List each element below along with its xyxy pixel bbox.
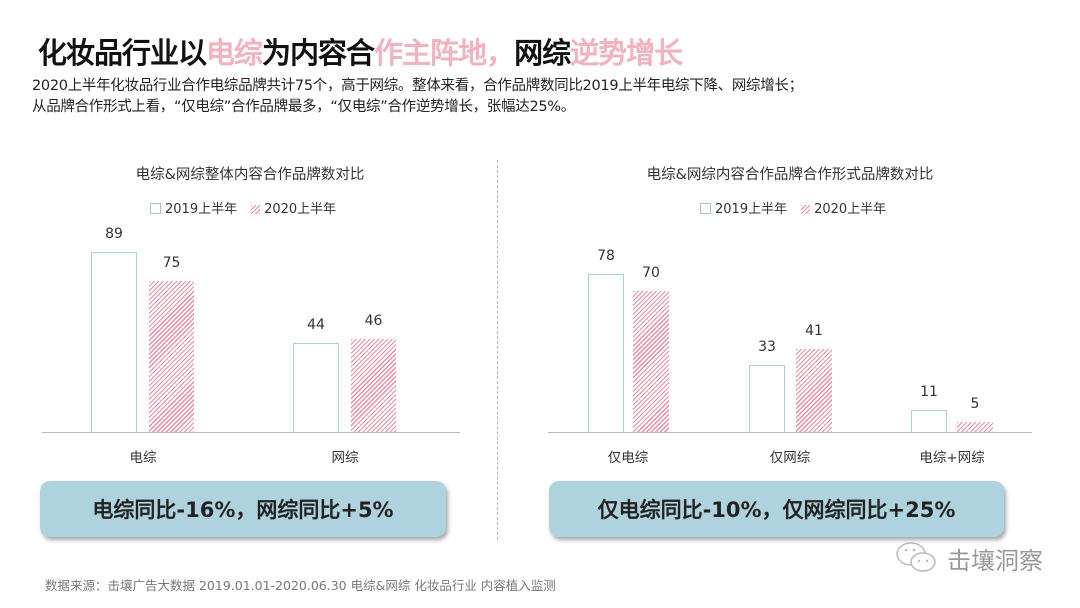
legend-swatch <box>251 205 261 214</box>
data-label: 44 <box>307 317 325 334</box>
title-part: 化妆品行业以 <box>38 36 207 70</box>
category-label: 仅网综 <box>769 450 811 466</box>
chart-forms: 电综&网综内容合作品牌合作形式品牌数对比 2019上半年 2020上半年 78 7… <box>548 167 1032 466</box>
data-label: 75 <box>162 254 181 271</box>
bar-2019 <box>911 409 947 432</box>
bar-2019 <box>91 252 137 432</box>
legend-item-2019: 2019上半年 <box>150 198 237 217</box>
chart-legend: 2019上半年 2020上半年 <box>150 198 336 217</box>
legend-label: 2019上半年 <box>715 202 788 217</box>
category-label: 电综 <box>129 450 157 466</box>
divider <box>497 160 498 540</box>
category-label: 网综 <box>331 450 359 466</box>
wechat-icon <box>896 542 936 572</box>
summary-box-forms: 仅电综同比-10%，仅网综同比+25% <box>549 481 1004 537</box>
data-label: 33 <box>758 339 776 356</box>
subtitle-line-2: 从品牌合作形式上看，“仅电综”合作品牌最多，“仅电综”合作逆势增长，张幅达25%… <box>32 99 575 115</box>
legend-swatch <box>700 203 711 214</box>
data-label: 78 <box>597 248 615 265</box>
category-label: 电综+网综 <box>919 450 985 466</box>
watermark: 击壤洞察 <box>895 540 1043 576</box>
legend-label: 2020上半年 <box>814 202 887 217</box>
bar-2019 <box>749 365 785 432</box>
title-part: 作主阵地， <box>374 36 515 70</box>
legend-item-2020: 2020上半年 <box>801 198 886 217</box>
data-label: 5 <box>970 395 980 412</box>
legend-item-2020: 2020上半年 <box>251 198 336 217</box>
bar-2019 <box>588 274 624 432</box>
legend-label: 2020上半年 <box>264 202 337 217</box>
bar-2020 <box>633 290 669 432</box>
data-label: 41 <box>805 323 823 340</box>
x-axis <box>548 432 1032 433</box>
data-label: 46 <box>364 313 383 330</box>
bar-2020 <box>149 280 194 432</box>
bar-2020 <box>957 421 993 432</box>
legend-item-2019: 2019上半年 <box>700 198 787 217</box>
data-label: 11 <box>920 383 938 400</box>
chart-legend: 2019上半年 2020上半年 <box>700 198 886 217</box>
x-axis <box>42 432 460 433</box>
watermark-text: 击壤洞察 <box>947 546 1043 575</box>
title-part: 网综 <box>514 36 571 70</box>
chart-title: 电综&网综整体内容合作品牌数对比 <box>135 167 365 183</box>
chart-title: 电综&网综内容合作品牌合作形式品牌数对比 <box>646 167 934 183</box>
legend-swatch <box>801 205 811 214</box>
category-label: 仅电综 <box>607 450 649 466</box>
bar-2020 <box>351 339 396 432</box>
legend-swatch <box>150 203 161 214</box>
data-label: 89 <box>105 226 123 243</box>
title-part: 逆势增长 <box>570 36 683 70</box>
bar-2019 <box>293 343 339 432</box>
bar-2020 <box>796 349 832 432</box>
page-title: 化妆品行业以电综为内容合作主阵地，网综逆势增长 <box>38 30 683 72</box>
legend-label: 2019上半年 <box>165 202 238 217</box>
data-source: 数据来源：击壤广告大数据 2019.01.01-2020.06.30 电综&网综… <box>45 578 556 593</box>
chart-overall: 电综&网综整体内容合作品牌数对比 2019上半年 2020上半年 89 75 电综 4… <box>0 0 498 470</box>
title-part: 电综 <box>206 36 263 70</box>
data-label: 70 <box>642 264 660 281</box>
title-part: 为内容合 <box>262 36 375 70</box>
subtitle-line-1: 2020上半年化妆品行业合作电综品牌共计75个，高于网综。整体来看，合作品牌数同… <box>32 78 803 94</box>
summary-box-overall: 电综同比-16%，网综同比+5% <box>40 481 446 537</box>
